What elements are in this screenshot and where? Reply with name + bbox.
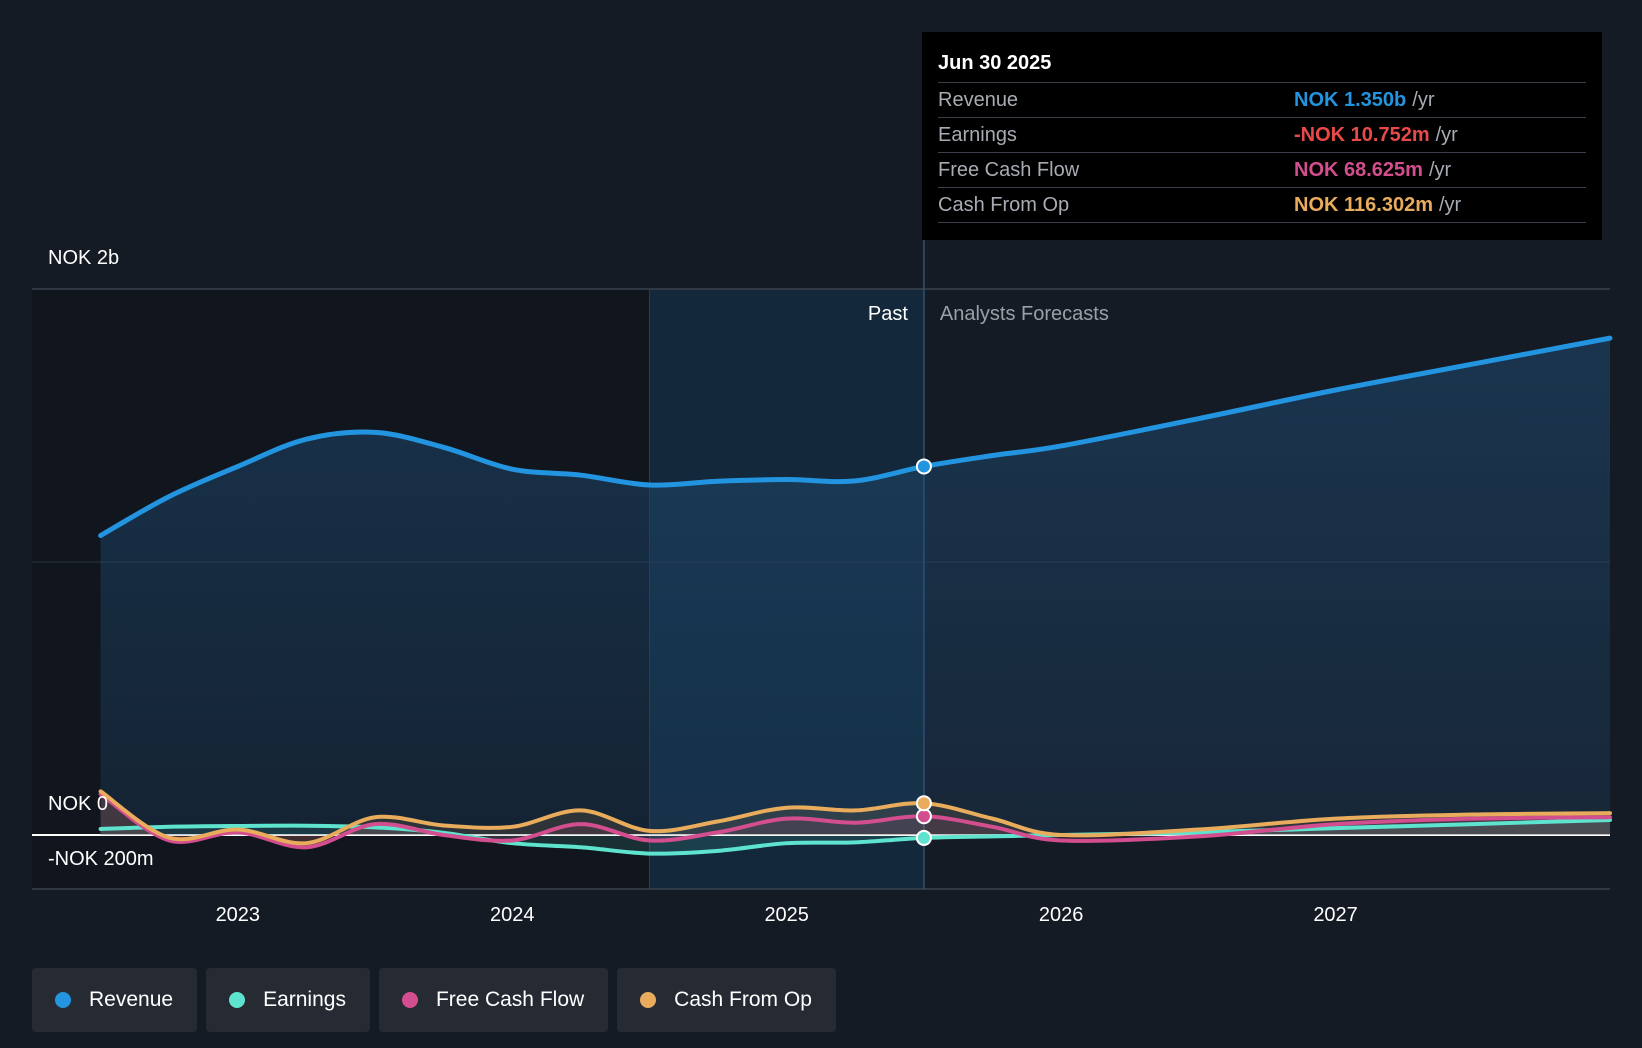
tooltip-label: Revenue	[938, 89, 1019, 111]
legend-item-cash-from-op[interactable]: Cash From Op	[617, 968, 836, 1032]
legend-item-earnings[interactable]: Earnings	[206, 968, 370, 1032]
tooltip-unit: /yr	[1438, 194, 1462, 216]
revenue-dot-icon	[55, 992, 71, 1008]
legend-item-free-cash-flow[interactable]: Free Cash Flow	[378, 968, 609, 1032]
forecast-label: Analysts Forecasts	[940, 303, 1109, 325]
revenue-line	[98, 335, 1613, 539]
tooltip-row-earnings: Earnings -NOK 10.752m /yr	[938, 118, 1586, 153]
revenue-area	[100, 338, 1611, 835]
tooltip-label: Cash From Op	[938, 194, 1070, 216]
x-tick-label: 2024	[490, 904, 535, 926]
free-cash-flow-point	[915, 808, 932, 825]
y-axis-label: NOK 2b	[48, 247, 119, 269]
revenue-point	[915, 458, 932, 475]
cash-from-op-dot-icon	[640, 992, 657, 1008]
earnings-point	[915, 829, 932, 846]
tooltip-row-free-cash-flow: Free Cash Flow NOK 68.625m /yr	[938, 153, 1586, 188]
cash-from-op-line	[98, 789, 1612, 846]
tooltip-unit: /yr	[1412, 89, 1435, 111]
legend: Revenue Earnings Free Cash Flow Cash Fro…	[32, 968, 836, 1032]
tooltip-row-revenue: Revenue NOK 1.350b /yr	[938, 83, 1586, 118]
tooltip-value: NOK 116.302m	[1294, 194, 1433, 216]
y-axis-label: NOK 0	[48, 793, 108, 815]
tooltip-row-cash-from-op: Cash From Op NOK 116.302m /yr	[938, 188, 1586, 223]
legend-item-revenue[interactable]: Revenue	[32, 968, 198, 1032]
x-tick-label: 2025	[764, 904, 809, 926]
tooltip-date: Jun 30 2025	[938, 44, 1586, 83]
legend-label: Cash From Op	[674, 988, 812, 1011]
tooltip-value: -NOK 10.752m	[1294, 124, 1430, 146]
tooltip-unit: /yr	[1435, 124, 1458, 146]
cash-from-op-point	[915, 795, 932, 812]
free-cash-flow-line	[98, 792, 1612, 850]
x-tick-label: 2026	[1039, 904, 1084, 926]
tooltip-value: NOK 68.625m	[1294, 159, 1423, 181]
tooltip: Jun 30 2025 Revenue NOK 1.350b /yr Earni…	[922, 32, 1602, 240]
y-axis-label: -NOK 200m	[48, 848, 154, 870]
earnings-area	[100, 819, 1611, 854]
legend-label: Revenue	[89, 988, 174, 1011]
earnings-dot-icon	[229, 992, 246, 1008]
tooltip-label: Free Cash Flow	[938, 159, 1080, 181]
tooltip-value: NOK 1.350b	[1294, 89, 1407, 111]
legend-label: Earnings	[263, 988, 346, 1011]
x-tick-label: 2027	[1313, 904, 1358, 926]
x-tick-label: 2023	[216, 904, 261, 926]
free-cash-flow-dot-icon	[401, 992, 418, 1008]
tooltip-unit: /yr	[1428, 159, 1452, 181]
legend-label: Free Cash Flow	[435, 988, 585, 1011]
tooltip-label: Earnings	[938, 124, 1017, 146]
past-label: Past	[868, 303, 908, 325]
